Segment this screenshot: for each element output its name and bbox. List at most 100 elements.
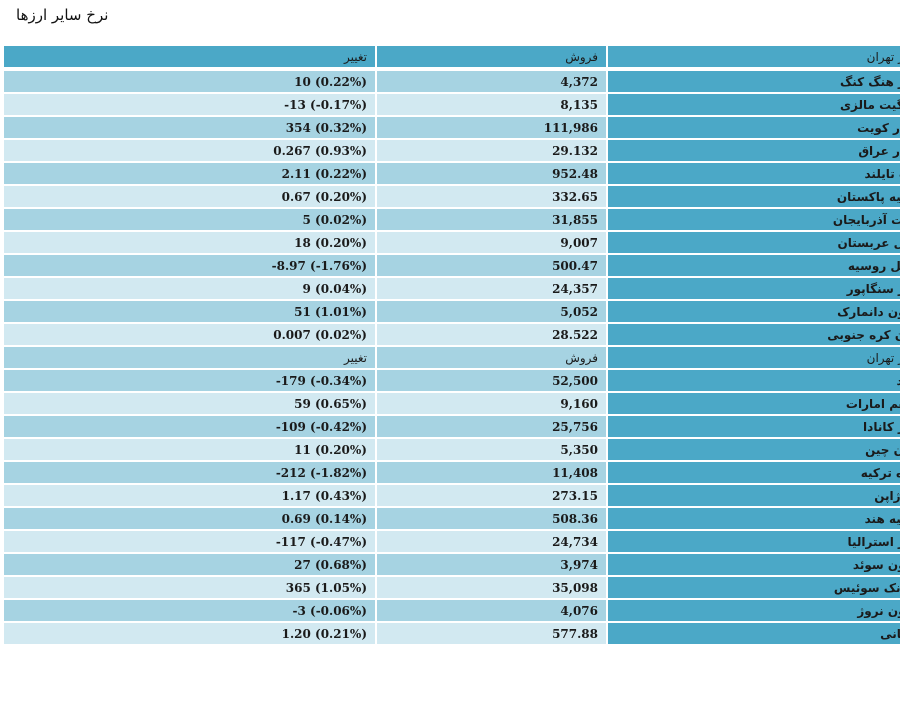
cell-currency-name: دلار سنگاپور xyxy=(608,278,900,299)
cell-change: -117 (-0.47%) xyxy=(4,531,375,552)
cell-currency-name: یوان چین xyxy=(608,439,900,460)
cell-sell: 24,734 xyxy=(377,531,606,552)
cell-sell-text: 24,357 xyxy=(552,281,598,296)
cell-change: -3 (-0.06%) xyxy=(4,600,375,621)
cell-change: -179 (-0.34%) xyxy=(4,370,375,391)
cell-currency-name-text: کرون نروژ xyxy=(857,603,900,618)
cell-currency-name: منات آذربایجان xyxy=(608,209,900,230)
table-row: 59 (0.65%) 9,160 درهم امارات xyxy=(4,393,900,414)
cell-change-text: 0.007 (0.02%) xyxy=(273,327,367,342)
cell-currency-name-text: دلار سنگاپور xyxy=(846,281,900,296)
cell-change-text: 1.20 (0.21%) xyxy=(281,626,367,641)
cell-change: 10 (0.22%) xyxy=(4,71,375,92)
cell-change-text: -8.97 (-1.76%) xyxy=(271,258,367,273)
cell-currency-name-text: افغانی xyxy=(880,626,900,641)
cell-sell: 500.47 xyxy=(377,255,606,276)
cell-change-text: 11 (0.20%) xyxy=(294,442,367,457)
cell-currency-name-text: ین ژاپن xyxy=(874,488,900,503)
cell-sell: 29.132 xyxy=(377,140,606,161)
cell-sell: 9,007 xyxy=(377,232,606,253)
table-row: 354 (0.32%) 111,986 دینار کویت xyxy=(4,117,900,138)
cell-currency-name: درهم امارات xyxy=(608,393,900,414)
cell-sell: 4,076 xyxy=(377,600,606,621)
table-row: 27 (0.68%) 3,974 کرون سوئد xyxy=(4,554,900,575)
cell-sell: 25,756 xyxy=(377,416,606,437)
cell-change-text: 0.69 (0.14%) xyxy=(281,511,367,526)
table-row: 1.17 (0.43%) 273.15 ین ژاپن xyxy=(4,485,900,506)
cell-sell-text: 52,500 xyxy=(552,373,598,388)
cell-currency-name-text: ریال عربستان xyxy=(837,235,900,250)
cell-sell: 508.36 xyxy=(377,508,606,529)
cell-sell-text: 8,135 xyxy=(560,97,598,112)
cell-currency-name: دلار کانادا xyxy=(608,416,900,437)
cell-sell-text: 31,855 xyxy=(552,212,598,227)
table-row: 5 (0.02%) 31,855 منات آذربایجان xyxy=(4,209,900,230)
cell-sell: 8,135 xyxy=(377,94,606,115)
cell-currency-name-text: پوند xyxy=(897,374,900,388)
cell-sell: 24,357 xyxy=(377,278,606,299)
table-row: 9 (0.04%) 24,357 دلار سنگاپور xyxy=(4,278,900,299)
cell-sell: 35,098 xyxy=(377,577,606,598)
currency-rates-table: تغییر فروش بازار تهران 10 (0.22%) 4,372 دل… xyxy=(2,44,900,646)
cell-change: 27 (0.68%) xyxy=(4,554,375,575)
cell-currency-name: ین ژاپن xyxy=(608,485,900,506)
cell-change: 0.267 (0.93%) xyxy=(4,140,375,161)
cell-change-text: 59 (0.65%) xyxy=(294,396,367,411)
cell-sell: 273.15 xyxy=(377,485,606,506)
table-row: 0.67 (0.20%) 332.65 روپیه پاکستان xyxy=(4,186,900,207)
cell-currency-name: بات تایلند xyxy=(608,163,900,184)
cell-change-text: 0.267 (0.93%) xyxy=(273,143,367,158)
cell-sell: 11,408 xyxy=(377,462,606,483)
table-row: 0.69 (0.14%) 508.36 روپیه هند xyxy=(4,508,900,529)
cell-sell-text: 111,986 xyxy=(543,120,598,135)
cell-change-text: 9 (0.04%) xyxy=(302,281,367,296)
cell-change: 1.20 (0.21%) xyxy=(4,623,375,644)
cell-currency-name: ریال عربستان xyxy=(608,232,900,253)
table-row: 0.007 (0.02%) 28.522 وون کره جنوبی xyxy=(4,324,900,345)
cell-currency-name: روبل روسیه xyxy=(608,255,900,276)
cell-change-text: -117 (-0.47%) xyxy=(275,534,367,549)
cell-sell-text: 25,756 xyxy=(552,419,598,434)
cell-change: -13 (-0.17%) xyxy=(4,94,375,115)
cell-change: 2.11 (0.22%) xyxy=(4,163,375,184)
cell-currency-name-text: روپیه هند xyxy=(864,511,900,526)
cell-currency-name-text: وون کره جنوبی xyxy=(827,327,900,342)
cell-currency-name-text: دلار استرالیا xyxy=(847,534,900,549)
cell-currency-name: دلار استرالیا xyxy=(608,531,900,552)
cell-sell: 5,350 xyxy=(377,439,606,460)
cell-currency-name: پوند xyxy=(608,370,900,391)
cell-currency-name-text: دلار هنگ کنگ xyxy=(839,74,900,89)
cell-currency-name: دینار عراق xyxy=(608,140,900,161)
cell-sell-text: 4,076 xyxy=(560,603,598,618)
page-title: نرخ سایر ارزها xyxy=(16,6,109,24)
table-row: -212 (-1.82%) 11,408 لیره ترکیه xyxy=(4,462,900,483)
cell-change-text: 51 (1.01%) xyxy=(294,304,367,319)
subheader-change: تغییر xyxy=(4,347,375,368)
cell-currency-name-text: بات تایلند xyxy=(864,166,900,181)
cell-change-text: 18 (0.20%) xyxy=(294,235,367,250)
cell-change: -109 (-0.42%) xyxy=(4,416,375,437)
cell-change-text: -212 (-1.82%) xyxy=(275,465,367,480)
cell-sell-text: 508.36 xyxy=(552,511,598,526)
cell-change-text: 27 (0.68%) xyxy=(294,557,367,572)
cell-sell-text: 24,734 xyxy=(552,534,598,549)
cell-currency-name: روپیه هند xyxy=(608,508,900,529)
table-row: 51 (1.01%) 5,052 کرون دانمارک xyxy=(4,301,900,322)
cell-sell-text: 500.47 xyxy=(552,258,598,273)
cell-change-text: -179 (-0.34%) xyxy=(275,373,367,388)
cell-currency-name-text: دینار کویت xyxy=(857,120,900,135)
cell-change: -212 (-1.82%) xyxy=(4,462,375,483)
table-row: -109 (-0.42%) 25,756 دلار کانادا xyxy=(4,416,900,437)
cell-currency-name: افغانی xyxy=(608,623,900,644)
cell-sell: 52,500 xyxy=(377,370,606,391)
cell-change: 11 (0.20%) xyxy=(4,439,375,460)
cell-sell: 952.48 xyxy=(377,163,606,184)
cell-sell-text: 332.65 xyxy=(552,189,598,204)
cell-sell-text: 5,350 xyxy=(560,442,598,457)
cell-change-text: 0.67 (0.20%) xyxy=(281,189,367,204)
cell-sell: 111,986 xyxy=(377,117,606,138)
cell-change: 0.69 (0.14%) xyxy=(4,508,375,529)
header-change: تغییر xyxy=(4,46,375,67)
table-row: 2.11 (0.22%) 952.48 بات تایلند xyxy=(4,163,900,184)
cell-currency-name-text: فرانک سوئیس xyxy=(833,580,900,595)
